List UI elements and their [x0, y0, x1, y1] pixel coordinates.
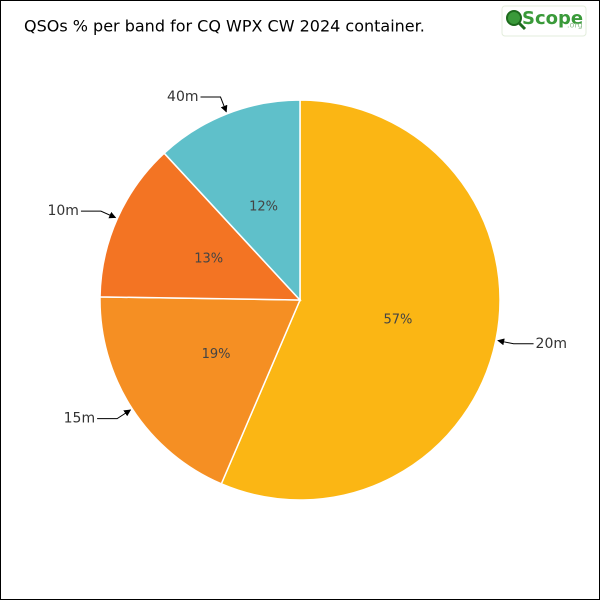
category-label: 15m — [64, 411, 95, 427]
leader-line — [80, 210, 117, 219]
pie-slice — [220, 99, 501, 501]
slice-value-label: 12% — [249, 199, 278, 214]
slice-value-label: 19% — [202, 347, 231, 362]
logo-icon — [506, 10, 522, 26]
slice-value-label: 13% — [194, 252, 223, 267]
logo: Scope .org — [501, 5, 587, 37]
logo-icon-handle — [517, 21, 527, 31]
chart-title: QSOs % per band for CQ WPX CW 2024 conta… — [24, 17, 425, 36]
logo-text: Scope — [522, 8, 583, 29]
slice-value-label: 57% — [384, 313, 413, 328]
pie-slice — [163, 99, 301, 302]
leader-line — [97, 409, 132, 420]
logo-suffix: .org — [567, 21, 583, 30]
category-label: 20m — [536, 336, 567, 352]
leader-line — [200, 96, 228, 113]
category-label: 10m — [47, 203, 78, 219]
leader-line — [497, 338, 534, 346]
pie-slice — [99, 296, 302, 485]
category-label: 40m — [167, 89, 198, 105]
pie-slice — [99, 152, 302, 301]
